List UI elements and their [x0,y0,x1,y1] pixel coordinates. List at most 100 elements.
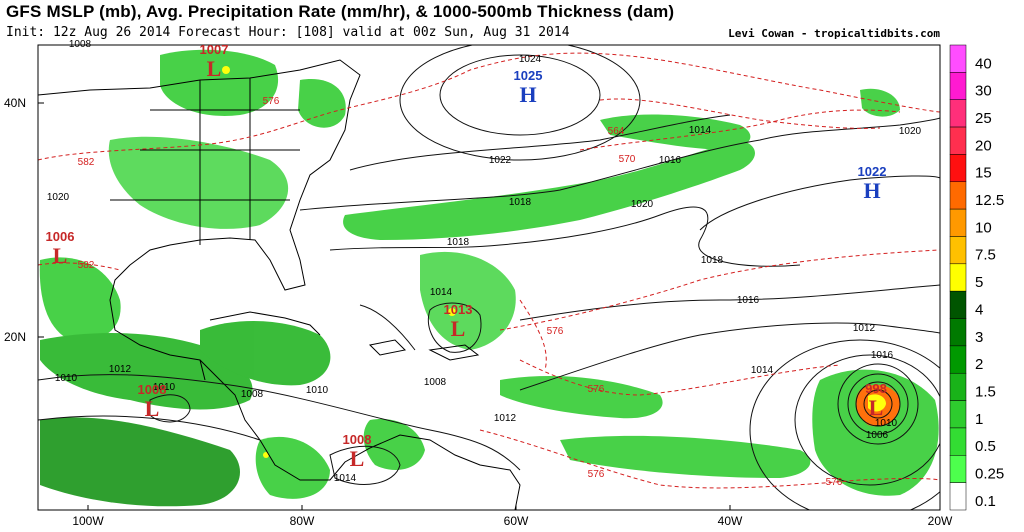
isobar-label: 1016 [737,295,760,306]
colorbar-label: 3 [975,329,983,346]
isobar-label: 1010 [153,382,176,393]
colorbar-label: 0.5 [975,438,996,455]
map-title: GFS MSLP (mb), Avg. Precipitation Rate (… [6,2,675,21]
isobar-label: 1012 [494,413,517,424]
colorbar-swatch [949,455,967,483]
map-subtitle: Init: 12z Aug 26 2014 Forecast Hour: [10… [6,25,570,40]
colorbar-label: 5 [975,274,983,291]
precip-colorbar: 40 30 25 20 15 12.5 10 7.5 5 4 3 2 1.5 1 0.5 0.25 0.1 [949,44,1004,511]
isobar-label: 1014 [430,287,453,298]
lat-tick-label: 40N [4,96,26,110]
low-pressure-marker: L [53,243,68,268]
colorbar-swatch [949,263,967,292]
latitude-labels: 40N 20N [4,96,26,344]
colorbar-label: 15 [975,165,992,182]
colorbar-swatch [949,427,967,456]
lon-tick-label: 100W [72,514,104,528]
pressure-center-value: 998 [865,381,887,396]
colorbar-swatch [949,318,967,347]
colorbar-swatch [949,482,967,511]
isobar-label: 1018 [701,255,724,266]
isobar-label: 1008 [241,389,264,400]
colorbar-swatch [949,400,967,429]
isobar-label: 1012 [109,364,132,375]
colorbar-label: 10 [975,219,992,236]
isobar-labels: 1008 1024 1014 1020 1022 1016 1020 1018 1018 1020… [47,39,922,484]
map-credit: Levi Cowan - tropicaltidbits.com [728,27,940,40]
colorbar-label: 0.1 [975,493,996,510]
pressure-center-value: 1008 [138,382,167,397]
grid-ticks [38,102,731,510]
colorbar-swatch [949,345,967,374]
pressure-center-value: 1008 [343,432,372,447]
map-frame [37,44,941,511]
colorbar-label: 4 [975,301,983,318]
colorbar-swatch [949,290,967,319]
colorbar-label: 7.5 [975,247,996,264]
colorbar-swatch [949,99,967,128]
pressure-center-value: 1025 [514,68,543,83]
pressure-center-value: 1013 [444,302,473,317]
colorbar-swatch [949,372,967,401]
pressure-center-value: 1007 [200,42,229,57]
isobar-label: 1010 [55,373,78,384]
colorbar-swatch [949,208,967,237]
colorbar-label: 0.25 [975,466,1004,483]
colorbar-label: 30 [975,83,992,100]
colorbar-label: 20 [975,137,992,154]
thickness-label: 576 [588,384,605,395]
isobar-label: 1016 [871,350,894,361]
coastlines [38,59,521,510]
isobar-label: 1008 [69,39,92,50]
isobar-label: 1022 [489,155,512,166]
thickness-label: 570 [619,154,636,165]
lat-tick-label: 20N [4,330,26,344]
colorbar-swatch [949,44,967,73]
thickness-label: 564 [608,126,625,137]
isobars [38,45,940,510]
thickness-labels: 576 582 582 564 570 576 576 576 576 [78,96,843,488]
pressure-center-value: 1022 [858,164,887,179]
thickness-label: 582 [78,260,95,271]
isobar-label: 1018 [447,237,470,248]
high-pressure-marker: H [519,82,536,107]
lon-tick-label: 60W [504,514,529,528]
colorbar-swatch [949,236,967,265]
thickness-label: 582 [78,157,95,168]
isobar-label: 1024 [519,54,542,65]
pressure-center-value: 1006 [46,229,75,244]
colorbar-label: 1 [975,411,983,428]
low-pressure-marker: L [207,56,222,81]
colorbar-label: 1.5 [975,383,996,400]
isobar-label: 1014 [689,125,712,136]
thickness-label: 576 [263,96,280,107]
thickness-label: 576 [826,477,843,488]
isobar-label: 1008 [424,377,447,388]
longitude-labels: 100W 80W 60W 40W 20W [72,514,953,528]
colorbar-label: 12.5 [975,192,1004,209]
isobar-label: 1018 [509,197,532,208]
colorbar-swatch [949,181,967,210]
thickness-lines [38,52,940,489]
lon-tick-label: 40W [718,514,743,528]
lon-tick-label: 20W [928,514,953,528]
isobar-label: 1010 [306,385,329,396]
precipitation-layer [39,49,939,507]
low-pressure-marker: L [145,396,160,421]
colorbar-label: 40 [975,55,992,72]
isobar-label: 1020 [47,192,70,203]
low-pressure-marker: L [350,446,365,471]
isobar-label: 1014 [334,473,357,484]
colorbar-swatch [949,72,967,100]
colorbar-label: 25 [975,110,992,127]
isobar-label: 1012 [853,323,876,334]
lon-tick-label: 80W [290,514,315,528]
colorbar-swatch [949,126,967,155]
thickness-label: 576 [547,326,564,337]
thickness-label: 576 [588,469,605,480]
colorbar-label: 2 [975,356,983,373]
isobar-label: 1006 [866,430,889,441]
isobar-label: 1016 [659,155,682,166]
isobar-label: 1020 [899,126,922,137]
